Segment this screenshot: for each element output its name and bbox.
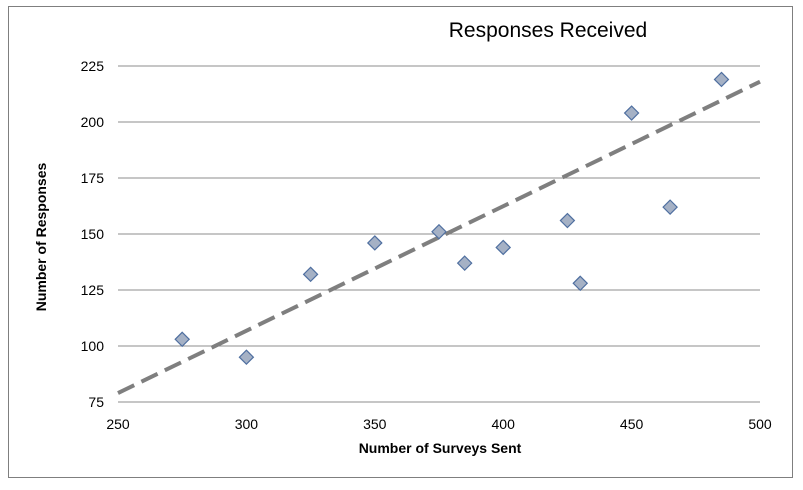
y-tick-label: 150 — [81, 226, 105, 242]
gridlines — [118, 65, 760, 403]
data-point — [174, 331, 191, 348]
y-tick-label: 200 — [81, 114, 105, 130]
data-points — [174, 71, 730, 366]
y-tick-label: 175 — [81, 170, 105, 186]
y-tick-label: 100 — [81, 338, 105, 354]
trendline-group — [117, 79, 761, 395]
y-tick-label: 75 — [88, 394, 104, 410]
y-axis-label: Number of Responses — [33, 162, 49, 311]
data-point — [662, 199, 678, 215]
x-tick-label: 450 — [620, 416, 644, 432]
data-point — [456, 255, 473, 271]
data-point — [559, 212, 576, 229]
x-tick-label: 300 — [235, 416, 259, 432]
data-point — [572, 275, 589, 292]
x-tick-label: 400 — [492, 416, 516, 432]
data-point — [623, 105, 640, 121]
y-tick-label: 225 — [81, 58, 105, 74]
x-tick-label: 350 — [363, 416, 387, 432]
data-point — [431, 223, 447, 240]
chart-frame — [8, 6, 793, 478]
x-tick-labels: 250 300 350 400 450 500 — [106, 416, 772, 432]
data-point — [495, 239, 512, 256]
y-tick-labels: 75 100 125 150 175 200 225 — [81, 58, 105, 410]
chart-title: Responses Received — [449, 19, 647, 42]
data-point — [302, 266, 319, 283]
data-point — [366, 235, 383, 251]
data-point — [238, 349, 255, 366]
x-axis-label: Number of Surveys Sent — [359, 440, 522, 456]
x-tick-label: 500 — [748, 416, 772, 432]
x-tick-label: 250 — [106, 416, 130, 432]
data-point — [713, 71, 730, 88]
y-tick-label: 125 — [81, 282, 105, 298]
trendline — [117, 79, 761, 395]
